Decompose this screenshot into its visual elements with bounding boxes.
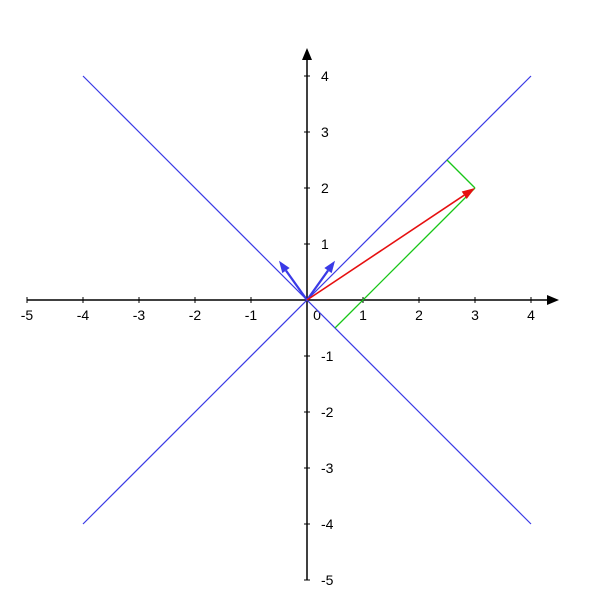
x-tick-label: -1 bbox=[245, 307, 258, 323]
x-tick-label: 3 bbox=[471, 307, 479, 323]
x-tick-label: 1 bbox=[359, 307, 367, 323]
y-tick-label: 4 bbox=[321, 68, 329, 84]
vector-chart: -5-4-3-2-101234-5-4-3-2-11234 bbox=[0, 0, 598, 595]
x-tick-label: 2 bbox=[415, 307, 423, 323]
y-tick-label: 2 bbox=[321, 180, 329, 196]
y-tick-label: -3 bbox=[321, 460, 334, 476]
x-tick-label: -4 bbox=[77, 307, 90, 323]
y-tick-label: -1 bbox=[321, 348, 334, 364]
x-tick-label: -3 bbox=[133, 307, 146, 323]
y-tick-label: 3 bbox=[321, 124, 329, 140]
x-tick-label: -5 bbox=[21, 307, 34, 323]
chart-svg: -5-4-3-2-101234-5-4-3-2-11234 bbox=[0, 0, 598, 595]
y-tick-label: -4 bbox=[321, 516, 334, 532]
y-tick-label: -2 bbox=[321, 404, 334, 420]
x-tick-label: -2 bbox=[189, 307, 202, 323]
y-tick-label: -5 bbox=[321, 572, 334, 588]
x-tick-label: 4 bbox=[527, 307, 535, 323]
y-tick-label: 1 bbox=[321, 236, 329, 252]
